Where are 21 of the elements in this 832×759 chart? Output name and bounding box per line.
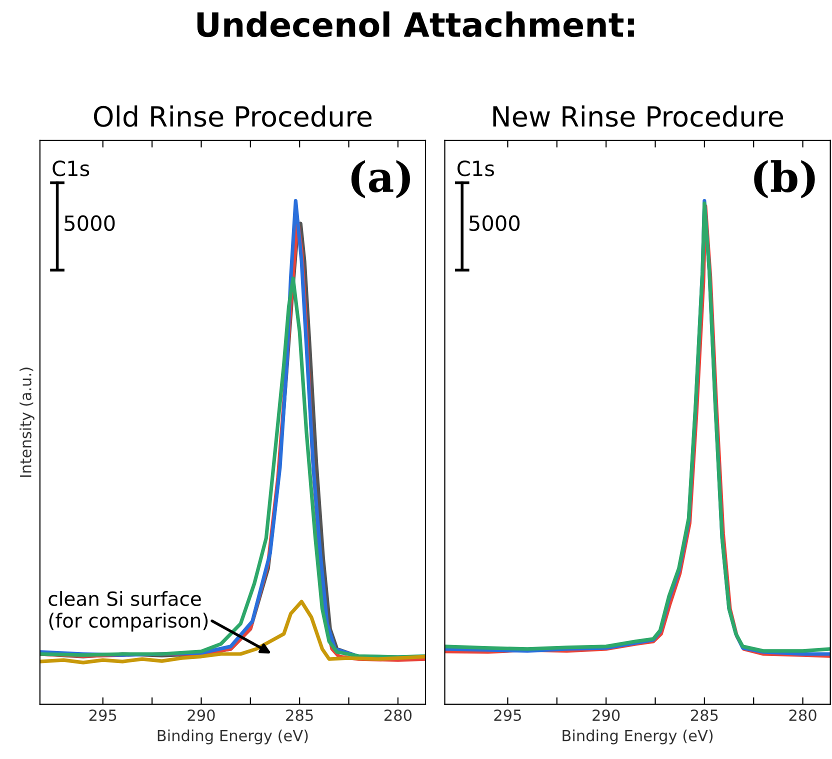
annotation: 5000 [64, 215, 115, 232]
x-axis-title: Binding Energy (eV) [562, 730, 713, 744]
annotation: 5000 [470, 215, 520, 232]
x-tick-label: 280 [789, 709, 816, 722]
text: (b) [754, 160, 815, 198]
chart-subtitle: Old Rinse Procedure [94, 105, 372, 127]
chart-subtitle: New Rinse Procedure [493, 105, 784, 127]
text: C1s [458, 160, 494, 176]
chart-title: Undecenol Attachment: [197, 11, 634, 38]
annotation: clean Si surface (for comparison) [48, 591, 208, 632]
x-tick-label: 290 [592, 709, 620, 722]
x-tick-label: 285 [690, 709, 718, 722]
text: (a) [351, 160, 410, 198]
x-tick-label: 295 [89, 709, 116, 722]
x-axis-title: Binding Energy (eV) [158, 730, 308, 744]
x-tick-label: 295 [494, 709, 521, 722]
y-axis-title: Intensity (a.u.) [20, 368, 34, 477]
x-tick-label: 285 [286, 709, 313, 722]
x-tick-label: 280 [384, 709, 412, 722]
text: C1s [52, 160, 90, 176]
x-tick-label: 290 [188, 709, 215, 722]
